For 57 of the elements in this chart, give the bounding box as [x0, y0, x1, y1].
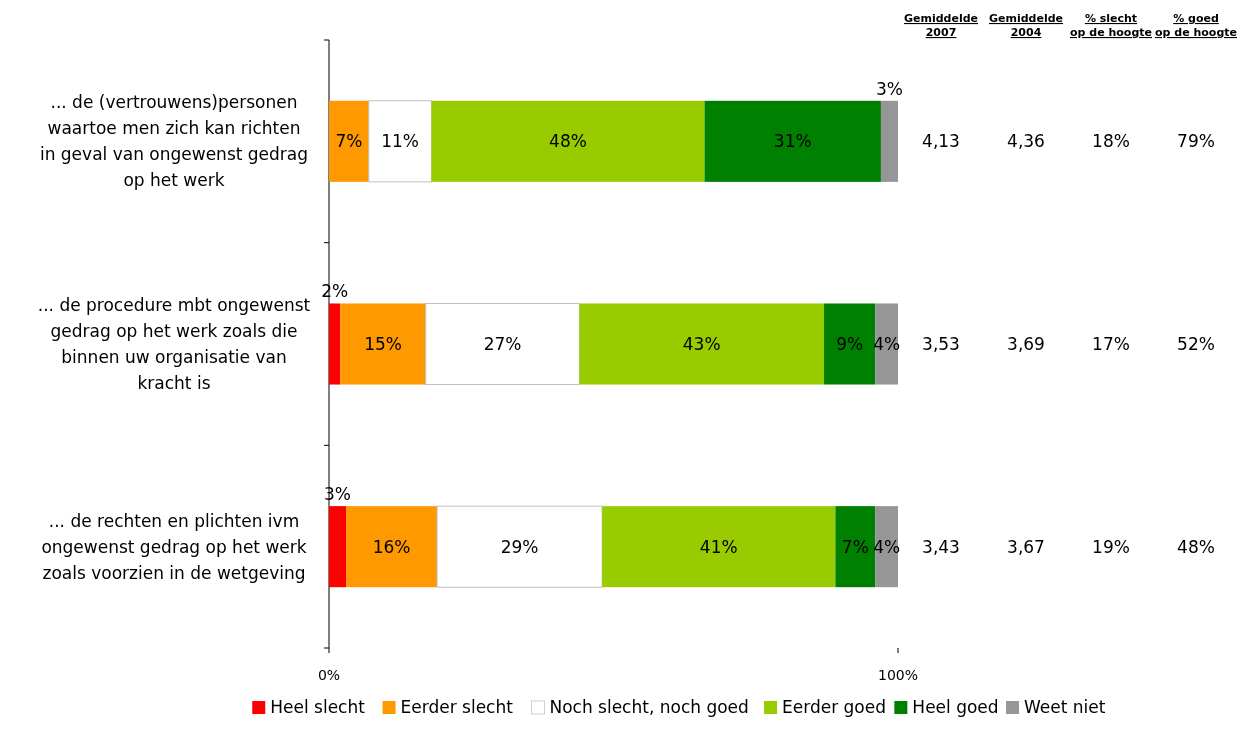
text: 18% [1092, 131, 1130, 152]
text: 4,13 [922, 131, 960, 152]
data-label: 16% [372, 536, 411, 557]
data-label: 11% [381, 131, 420, 152]
bar [368, 100, 432, 183]
bar [425, 302, 580, 386]
text: % slecht op de hoogte [1070, 12, 1152, 39]
text: % goed op de hoogte [1155, 12, 1237, 39]
data-label: 7% [335, 131, 363, 152]
text: Gemiddelde 2004 [988, 12, 1064, 39]
bar [704, 100, 881, 182]
text: 3,43 [922, 536, 960, 557]
x-tick-label: 0% [317, 667, 341, 683]
data-label: 2% [321, 281, 349, 302]
text: 19% [1092, 536, 1130, 557]
x-tick-label: 100% [877, 667, 919, 683]
bar [880, 100, 898, 182]
legend-label: Eerder slecht [400, 697, 514, 717]
y-tick-label: ... de procedure mbt ongewenst gedrag op het werk zoals die binnen uw organisatie van kracht is [37, 295, 311, 393]
bar [436, 505, 603, 588]
text: 17% [1092, 334, 1130, 354]
legend-label: Eerder goed [782, 697, 887, 717]
text: 3,69 [1007, 334, 1045, 354]
bar [835, 506, 876, 588]
legend-label: Heel slecht [270, 697, 366, 717]
legend-label: Weet niet [1024, 697, 1106, 717]
data-label: 31% [773, 131, 812, 152]
text: 48% [1177, 536, 1215, 557]
data-label: 7% [841, 536, 869, 557]
data-label: 15% [364, 334, 402, 354]
text: 3,53 [922, 334, 960, 354]
text: 4,36 [1007, 131, 1045, 152]
bar [431, 100, 705, 182]
text: 79% [1177, 131, 1215, 152]
data-label: 48% [549, 131, 587, 152]
bar [329, 100, 369, 182]
text: 52% [1177, 334, 1215, 354]
bar [346, 506, 438, 588]
data-label: 3% [875, 78, 903, 99]
data-label: 43% [682, 334, 721, 354]
y-tick-label: ... de (vertrouwens)personen waartoe men zich kan richten in geval van ongewenst gedrag op het werk [39, 92, 309, 191]
bar [329, 303, 341, 385]
bar [329, 506, 347, 588]
bar [824, 303, 876, 385]
data-label: 3% [324, 484, 352, 505]
legend-label: Heel goed [912, 697, 999, 717]
bar [579, 303, 825, 385]
text: Gemiddelde 2007 [903, 12, 979, 39]
bar [340, 303, 426, 385]
data-label: 41% [699, 536, 738, 557]
legend-label: Noch slecht, noch goed [549, 697, 749, 717]
y-tick-label: ... de rechten en plichten ivm ongewenst gedrag op het werk zoals voorzien in de wetgeving [41, 510, 307, 583]
text: 3,67 [1007, 536, 1045, 557]
bar [602, 506, 836, 588]
data-label: 27% [483, 334, 522, 354]
data-label: 9% [836, 334, 864, 354]
data-label: 29% [500, 536, 539, 557]
